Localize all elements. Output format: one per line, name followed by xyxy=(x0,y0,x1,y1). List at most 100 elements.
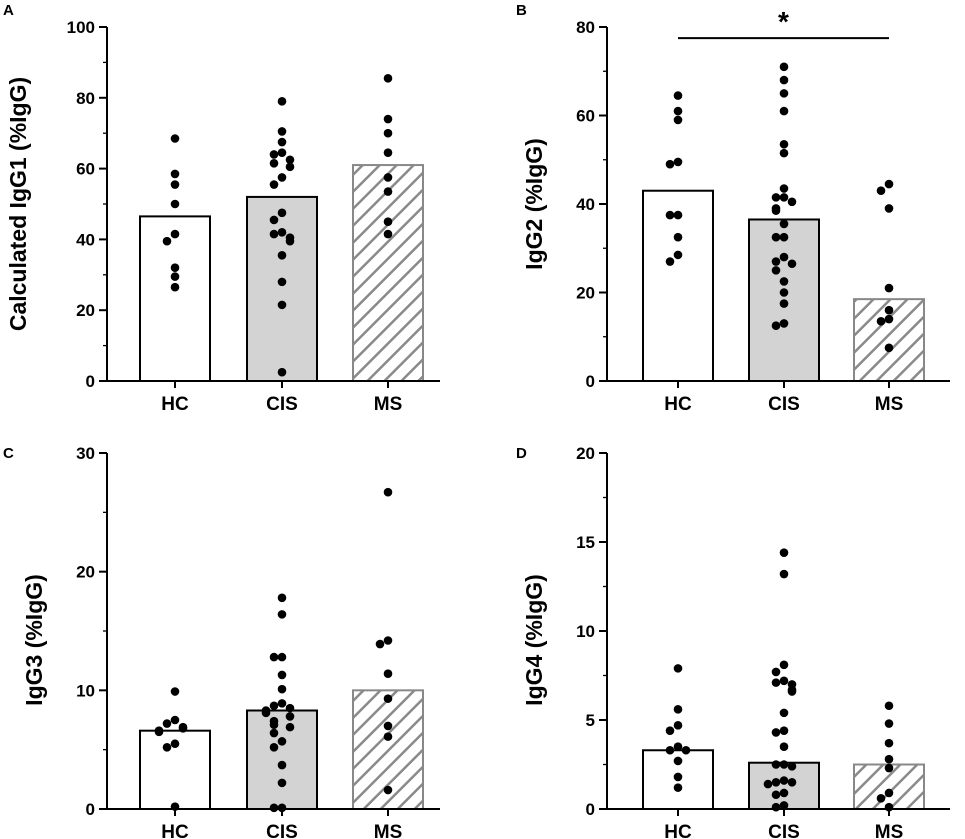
panel-a-y-tick-label: 60 xyxy=(76,160,95,179)
panel-b-point-cis xyxy=(779,219,789,229)
panel-d-point-cis xyxy=(787,778,797,787)
panel-c-point-ms xyxy=(375,639,385,649)
panel-d-x-tick-label-hc: HC xyxy=(664,822,692,839)
panel-a-point-cis xyxy=(285,162,295,172)
panel-b-y-tick-label: 40 xyxy=(576,195,595,214)
panel-d-point-cis xyxy=(779,660,789,670)
panel-c-point-hc xyxy=(162,742,172,752)
panel-a: A Calculated IgG1 (%IgG) 0 20 40 60 80 100 HC C… xyxy=(3,2,440,415)
panel-a-point-cis xyxy=(269,180,279,189)
panel-b-point-cis xyxy=(787,197,797,207)
panel-d-point-cis xyxy=(771,760,781,769)
panel-b-x-tick-label-ms: MS xyxy=(875,394,904,415)
panel-d-y-tick-label: 20 xyxy=(576,444,595,463)
panel-c-point-cis xyxy=(277,684,287,694)
panel-c-plot-area: 0 10 20 30 HC CIS MS xyxy=(76,444,440,839)
panel-a-plot-area: 0 20 40 60 80 100 HC CIS MS xyxy=(67,18,440,415)
panel-a-point-cis xyxy=(277,228,287,237)
panel-d-point-ms xyxy=(884,738,894,748)
panel-c-point-ms xyxy=(383,669,393,679)
panel-b-point-cis xyxy=(779,106,789,116)
panel-d-point-cis xyxy=(771,678,781,687)
panel-c-point-cis xyxy=(285,712,295,721)
panel-d-point-cis xyxy=(787,687,797,696)
panel-d-y-tick-label: 5 xyxy=(586,711,595,730)
panel-c-y-tick-label: 20 xyxy=(76,563,95,582)
panel-b-point-cis xyxy=(771,257,781,266)
panel-a-point-ms xyxy=(383,128,393,138)
panel-d-x-tick-label-ms: MS xyxy=(875,822,904,839)
panel-a-point-ms xyxy=(383,217,393,226)
panel-c-point-hc xyxy=(162,719,172,728)
panel-b-point-ms xyxy=(876,316,886,326)
panel-a-bar-cis xyxy=(246,195,318,382)
panel-c-y-tick-label: 30 xyxy=(76,444,95,463)
panel-d-point-ms xyxy=(884,763,894,773)
panel-b-point-cis xyxy=(771,266,781,275)
panel-a-point-cis xyxy=(277,208,287,218)
panel-c-x-tick-label-cis: CIS xyxy=(266,822,298,839)
panel-a-point-cis xyxy=(277,97,287,106)
panel-c-point-hc xyxy=(170,715,180,725)
panel-d-point-cis xyxy=(779,548,789,557)
panel-d-point-ms xyxy=(884,719,894,728)
panel-d-point-hc xyxy=(673,742,683,751)
panel-c-point-cis xyxy=(285,722,295,732)
panel-c-x-tick-label-ms: MS xyxy=(374,822,403,839)
panel-d-point-cis xyxy=(771,778,781,787)
panel-c-point-cis xyxy=(277,670,287,680)
panel-c-point-cis xyxy=(261,708,271,718)
panel-d-point-hc xyxy=(673,772,683,782)
panel-a-point-cis xyxy=(269,215,279,225)
panel-a-y-tick-label: 20 xyxy=(76,301,95,320)
panel-d-point-hc xyxy=(681,745,691,755)
panel-a-y-tick-label: 80 xyxy=(76,89,95,108)
panel-b-point-cis xyxy=(779,62,789,72)
panel-a-point-ms xyxy=(383,229,393,239)
panel-d-point-ms xyxy=(884,701,894,711)
panel-a-point-cis xyxy=(277,300,287,310)
panel-a-point-hc xyxy=(162,236,172,246)
panel-a-point-hc xyxy=(170,229,180,239)
panel-d-point-hc xyxy=(665,745,675,755)
panel-b-point-hc xyxy=(673,210,683,220)
panel-a-point-ms xyxy=(383,148,393,157)
panel-c-y-axis-title: IgG3 (%IgG) xyxy=(21,574,47,706)
panel-a-point-ms xyxy=(383,173,393,182)
panel-a-y-tick-label: 100 xyxy=(67,18,95,37)
panel-b-significance-star: * xyxy=(778,6,789,37)
panel-d-point-cis xyxy=(779,569,789,579)
panel-c-point-cis xyxy=(269,803,279,813)
panel-b-point-hc xyxy=(673,106,683,116)
panel-c-bar-hc xyxy=(139,729,211,810)
panel-b-bar-hc xyxy=(642,189,714,382)
panel-b-y-tick-label: 20 xyxy=(576,284,595,303)
panel-b-point-cis xyxy=(779,232,789,242)
panel-b-point-hc xyxy=(665,257,675,266)
panel-d-point-hc xyxy=(673,664,683,673)
panel-c-point-cis xyxy=(269,728,279,738)
panel-b-point-hc xyxy=(673,250,683,260)
panel-a-point-cis xyxy=(277,137,287,147)
panel-a-point-hc xyxy=(170,272,180,281)
panel-d-point-cis xyxy=(771,802,781,812)
panel-d-point-ms xyxy=(884,788,894,798)
panel-a-point-cis xyxy=(277,127,287,136)
panel-c-point-hc xyxy=(178,724,188,733)
panel-b-point-cis xyxy=(771,321,781,330)
panel-d-point-hc xyxy=(665,726,675,735)
panel-c-point-cis xyxy=(269,701,279,711)
panel-a-y-axis-title: Calculated IgG1 (%IgG) xyxy=(5,77,31,331)
panel-b-y-tick-label: 80 xyxy=(576,18,595,37)
panel-d-y-tick-label: 10 xyxy=(576,622,595,641)
panel-c-point-cis xyxy=(277,610,287,619)
panel-d-point-cis xyxy=(779,776,789,785)
panel-b-x-tick-label-cis: CIS xyxy=(768,394,800,415)
panel-c-point-ms xyxy=(383,694,393,703)
panel-a-y-tick-label: 40 xyxy=(76,230,95,249)
panel-b-point-cis xyxy=(779,75,789,85)
panel-b-point-hc xyxy=(665,210,675,220)
panel-d-point-cis xyxy=(771,728,781,737)
panel-d-point-hc xyxy=(673,756,683,766)
panel-b-letter: B xyxy=(516,2,527,19)
